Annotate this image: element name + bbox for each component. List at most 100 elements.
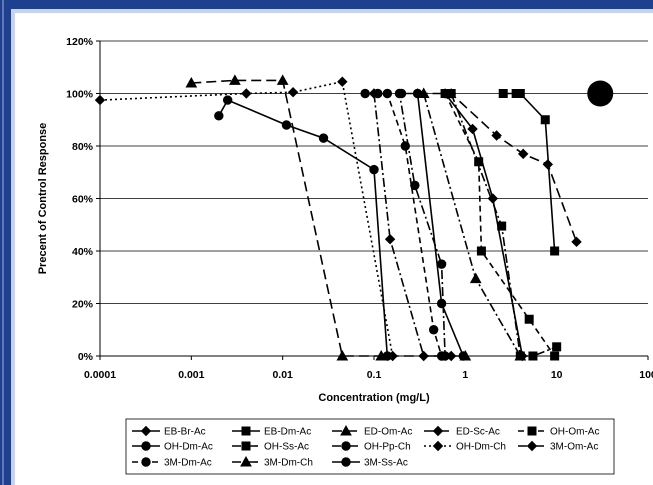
legend-label: 3M-Dm-Ch bbox=[264, 458, 313, 469]
legend-item-ed-om-ac: ED-Om-Ac bbox=[332, 424, 412, 438]
legend-swatch-marker bbox=[240, 455, 252, 467]
legend-item-oh-pp-ch: OH-Pp-Ch bbox=[332, 441, 411, 453]
series-3m-dm-ac bbox=[360, 88, 447, 361]
legend-swatch-marker bbox=[432, 440, 444, 452]
x-tick-label: 0.0001 bbox=[84, 369, 116, 381]
data-point bbox=[514, 349, 527, 361]
legend-swatch-marker bbox=[341, 457, 351, 467]
data-point bbox=[222, 95, 233, 105]
data-point bbox=[467, 123, 478, 135]
legend-swatch-marker bbox=[241, 426, 251, 436]
legend-swatch-marker bbox=[340, 424, 352, 436]
data-point bbox=[498, 89, 508, 98]
x-tick-label: 0.001 bbox=[178, 369, 204, 381]
data-point bbox=[384, 233, 396, 245]
data-point bbox=[428, 325, 439, 335]
legend-item-3m-om-ac: 3M-Om-Ac bbox=[518, 440, 598, 453]
data-point bbox=[387, 350, 398, 362]
legend-item-oh-dm-ch: OH-Dm-Ch bbox=[424, 440, 506, 453]
y-tick-label: 60% bbox=[72, 194, 94, 206]
legend-label: 3M-Dm-Ac bbox=[164, 458, 212, 469]
legend-swatch-marker bbox=[141, 441, 151, 451]
y-tick-label: 100% bbox=[66, 89, 94, 101]
x-tick-label: 100 bbox=[639, 369, 653, 381]
legend-item-3m-dm-ac: 3M-Dm-Ac bbox=[132, 457, 212, 469]
series-line bbox=[365, 92, 443, 357]
data-point bbox=[436, 298, 447, 309]
data-point bbox=[396, 88, 407, 99]
data-point bbox=[369, 164, 379, 175]
data-point bbox=[276, 74, 289, 85]
series-line bbox=[417, 92, 578, 243]
data-point bbox=[281, 120, 292, 130]
x-axis-title: Concentration (mg/L) bbox=[318, 392, 430, 404]
data-point bbox=[94, 94, 106, 106]
legend-item-eb-dm-ac: EB-Dm-Ac bbox=[232, 426, 311, 438]
legend-label: OH-Dm-Ch bbox=[456, 442, 506, 453]
data-point bbox=[458, 351, 468, 361]
data-point bbox=[517, 148, 529, 160]
series-line bbox=[401, 92, 465, 357]
data-point bbox=[528, 351, 538, 361]
legend-label: OH-Pp-Ch bbox=[364, 442, 411, 453]
legend-item-oh-dm-ac: OH-Dm-Ac bbox=[132, 441, 213, 453]
y-tick-label: 40% bbox=[72, 246, 94, 258]
data-point bbox=[436, 351, 447, 361]
legend-label: OH-Ss-Ac bbox=[264, 442, 309, 453]
data-point bbox=[368, 88, 380, 99]
series-oh-dm-ch bbox=[94, 76, 398, 362]
legend-item-3m-dm-ch: 3M-Dm-Ch bbox=[232, 455, 313, 469]
data-point bbox=[318, 133, 329, 143]
legend-label: ED-Sc-Ac bbox=[456, 427, 500, 438]
x-tick-label: 1 bbox=[462, 369, 468, 381]
legend-label: EB-Dm-Ac bbox=[264, 427, 311, 438]
data-point bbox=[418, 350, 429, 362]
x-tick-label: 10 bbox=[551, 369, 563, 381]
data-point bbox=[542, 159, 554, 170]
legend-item-oh-ss-ac: OH-Ss-Ac bbox=[232, 441, 309, 453]
data-point bbox=[446, 89, 456, 98]
data-point bbox=[410, 180, 420, 191]
data-point bbox=[491, 130, 502, 141]
legend-label: 3M-Ss-Ac bbox=[364, 458, 408, 469]
legend-label: OH-Om-Ac bbox=[550, 427, 599, 438]
data-point bbox=[287, 86, 299, 98]
data-point bbox=[476, 246, 486, 256]
x-tick-label: 0.01 bbox=[272, 369, 293, 381]
legend-label: 3M-Om-Ac bbox=[550, 442, 598, 453]
legend-label: EB-Br-Ac bbox=[164, 427, 206, 438]
data-point bbox=[214, 111, 224, 121]
data-point bbox=[571, 236, 582, 248]
large-dot-marker bbox=[587, 80, 614, 107]
data-point bbox=[436, 259, 447, 269]
series-oh-dm-ac bbox=[214, 95, 393, 361]
legend-item-3m-ss-ac: 3M-Ss-Ac bbox=[332, 457, 408, 469]
legend-swatch-marker bbox=[140, 425, 152, 437]
data-point bbox=[550, 351, 560, 361]
legend-swatch-marker bbox=[141, 457, 151, 467]
series-oh-om-ac bbox=[440, 89, 560, 361]
y-axis-title: Precent of Control Response bbox=[37, 123, 49, 275]
legend-swatch-marker bbox=[241, 441, 251, 451]
data-point bbox=[400, 141, 410, 151]
data-point bbox=[412, 88, 423, 99]
series-line bbox=[373, 93, 452, 357]
legend-swatch-marker bbox=[341, 441, 351, 451]
series-line bbox=[99, 80, 394, 357]
x-tick-label: 0.1 bbox=[367, 369, 382, 381]
data-point bbox=[241, 88, 252, 99]
legend-swatch-marker bbox=[527, 426, 537, 436]
legend-item-ed-sc-ac: ED-Sc-Ac bbox=[424, 425, 500, 438]
data-point bbox=[185, 76, 198, 88]
data-point bbox=[382, 88, 393, 99]
data-point bbox=[552, 342, 562, 352]
data-point bbox=[474, 157, 484, 167]
data-point bbox=[515, 89, 525, 98]
legend-swatch-marker bbox=[432, 425, 444, 437]
data-point bbox=[540, 115, 550, 125]
data-point bbox=[550, 246, 560, 256]
data-point bbox=[337, 76, 348, 87]
data-point bbox=[229, 74, 241, 85]
chart-panel bbox=[15, 13, 653, 485]
